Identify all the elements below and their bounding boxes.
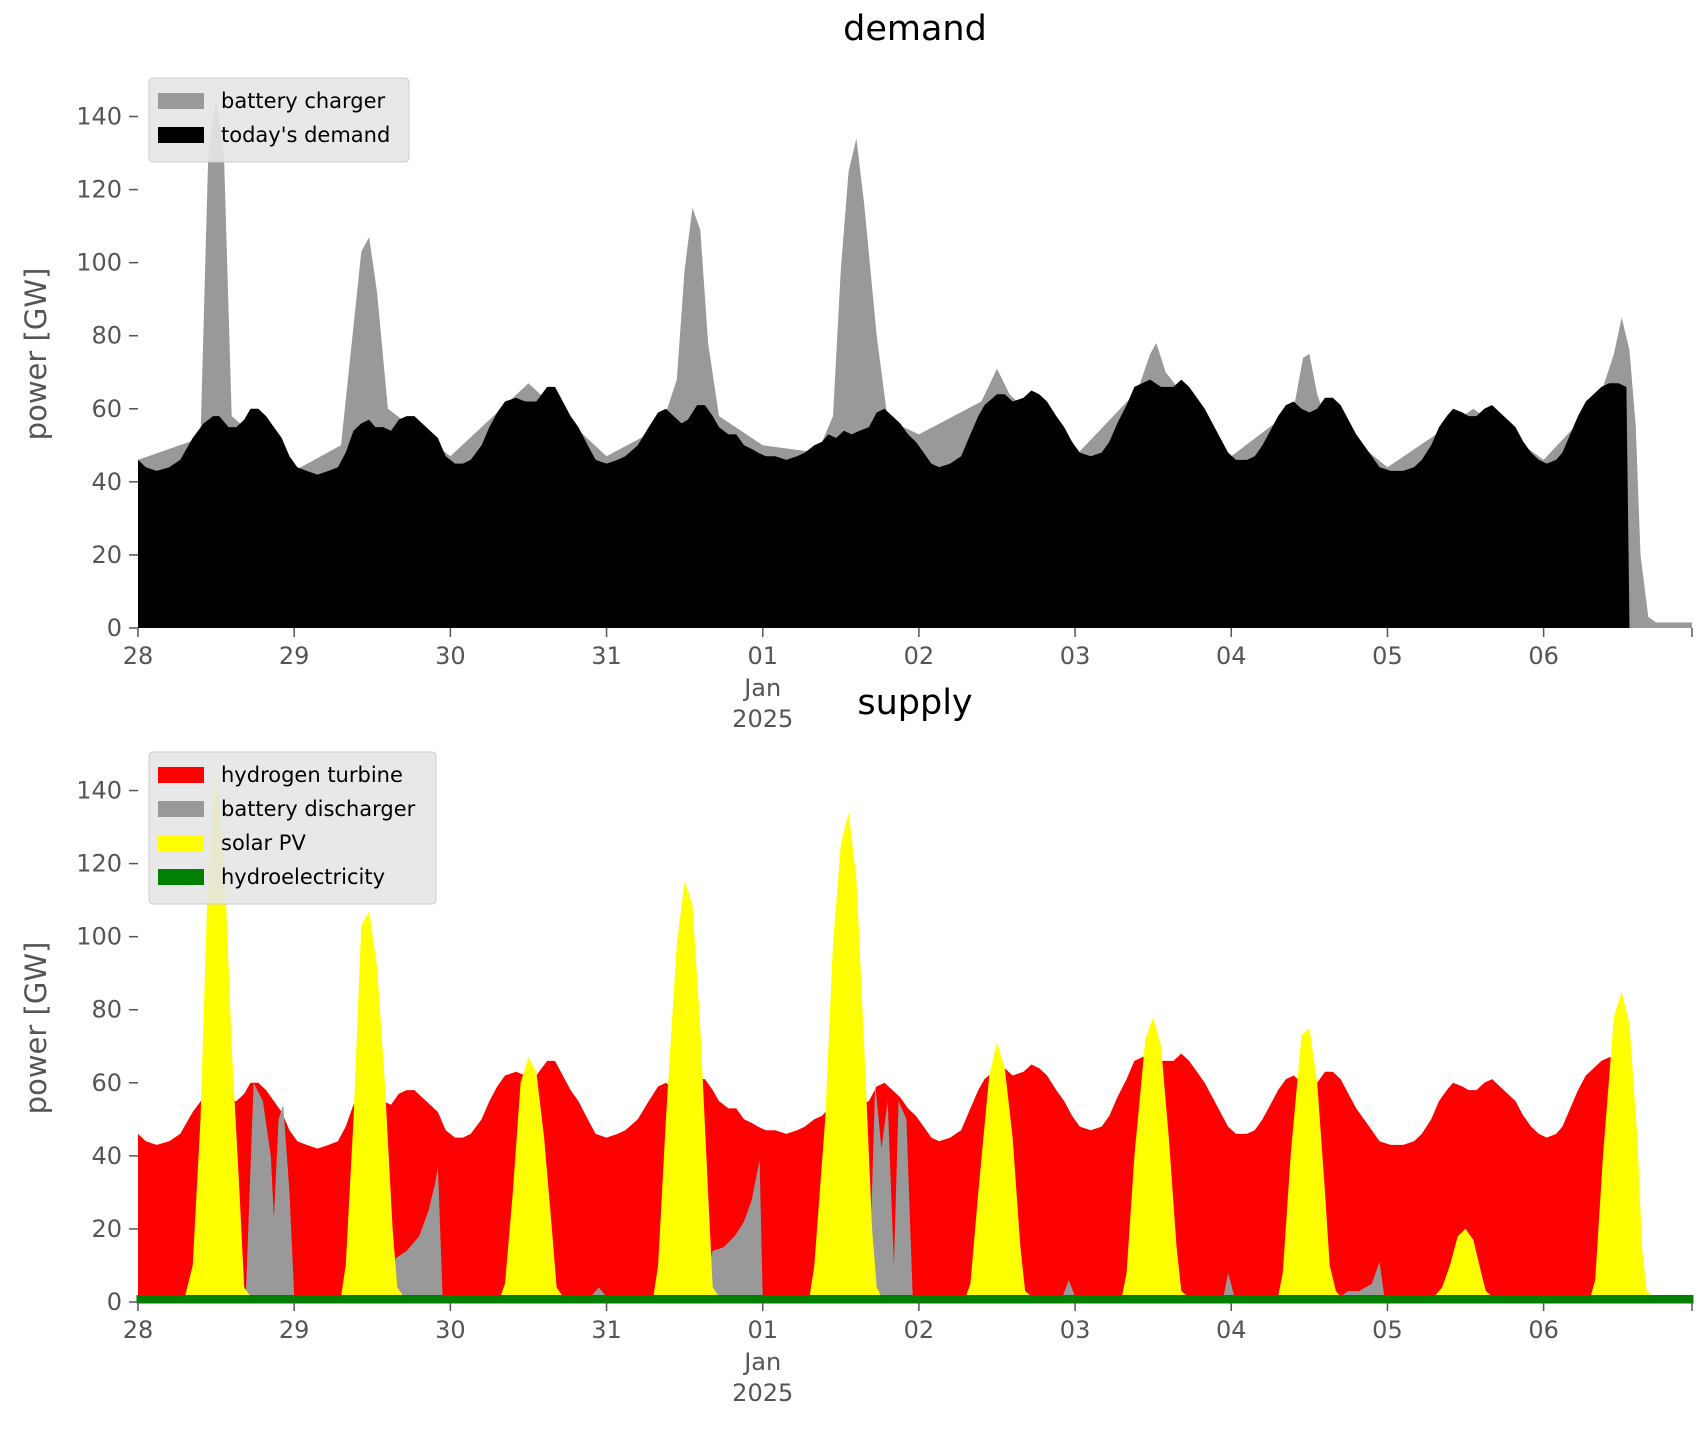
y-tick-label: 40 xyxy=(91,1142,122,1170)
legend-swatch-battery-charger xyxy=(158,93,204,109)
legend-swatch-hydrogen-turbine xyxy=(158,767,204,783)
x-month-label: Jan xyxy=(742,674,781,702)
y-tick-label: 0 xyxy=(107,614,122,642)
x-tick-label: 28 xyxy=(123,642,154,670)
x-tick-label: 01 xyxy=(747,642,778,670)
y-tick-label: 140 xyxy=(76,777,122,805)
y-tick-label: 80 xyxy=(91,322,122,350)
demand-title: demand xyxy=(843,9,987,49)
x-tick-label: 03 xyxy=(1060,1316,1091,1344)
x-tick-label: 05 xyxy=(1372,642,1403,670)
x-tick-label: 28 xyxy=(123,1316,154,1344)
series-solar-pv-area xyxy=(138,772,1692,1302)
legend-label-battery-charger: battery charger xyxy=(221,89,386,113)
legend-swatch-solar-pv xyxy=(158,835,204,851)
legend-swatch-hydroelectricity xyxy=(158,869,204,885)
x-tick-label: 30 xyxy=(435,642,466,670)
y-tick-label: 0 xyxy=(107,1288,122,1316)
legend-swatch-today-s-demand xyxy=(158,127,204,143)
y-tick-label: 40 xyxy=(91,468,122,496)
legend-box xyxy=(148,751,437,905)
x-tick-label: 02 xyxy=(904,1316,935,1344)
demand-y-axis-label: power [GW] xyxy=(19,268,53,441)
legend-label-today-s-demand: today's demand xyxy=(221,123,390,147)
x-tick-label: 03 xyxy=(1060,642,1091,670)
y-tick-label: 120 xyxy=(76,850,122,878)
x-tick-label: 29 xyxy=(279,642,310,670)
y-tick-label: 140 xyxy=(76,103,122,131)
x-year-label: 2025 xyxy=(732,1379,793,1407)
legend-box xyxy=(148,77,410,163)
x-tick-label: 06 xyxy=(1528,642,1559,670)
y-tick-label: 20 xyxy=(91,1215,122,1243)
x-tick-label: 01 xyxy=(747,1316,778,1344)
y-tick-label: 100 xyxy=(76,249,122,277)
y-tick-label: 60 xyxy=(91,395,122,423)
series-battery-discharger-area xyxy=(138,1082,1692,1302)
x-year-label: 2025 xyxy=(732,705,793,733)
y-tick-label: 60 xyxy=(91,1069,122,1097)
y-tick-label: 80 xyxy=(91,996,122,1024)
x-month-label: Jan xyxy=(742,1348,781,1376)
x-tick-label: 02 xyxy=(904,642,935,670)
x-tick-label: 05 xyxy=(1372,1316,1403,1344)
legend-label-hydrogen-turbine: hydrogen turbine xyxy=(221,763,403,787)
x-tick-label: 06 xyxy=(1528,1316,1559,1344)
legend-swatch-battery-discharger xyxy=(158,801,204,817)
demand-legend: battery charger today's demand xyxy=(148,77,410,163)
x-tick-label: 04 xyxy=(1216,1316,1247,1344)
y-tick-label: 20 xyxy=(91,541,122,569)
legend-label-hydroelectricity: hydroelectricity xyxy=(221,865,385,889)
x-tick-label: 30 xyxy=(435,1316,466,1344)
x-tick-label: 31 xyxy=(591,1316,622,1344)
series-hydroelectricity-area xyxy=(136,1295,1694,1304)
y-tick-label: 100 xyxy=(76,923,122,951)
legend-label-solar-pv: solar PV xyxy=(221,831,306,855)
legend-label-battery-discharger: battery discharger xyxy=(221,797,416,821)
supply-title: supply xyxy=(857,683,972,723)
x-tick-label: 29 xyxy=(279,1316,310,1344)
x-tick-label: 31 xyxy=(591,642,622,670)
y-tick-label: 120 xyxy=(76,176,122,204)
supply-legend: hydrogen turbine battery discharger solar … xyxy=(148,751,437,905)
supply-y-axis-label: power [GW] xyxy=(19,942,53,1115)
x-tick-label: 04 xyxy=(1216,642,1247,670)
series-today-s-demand-area xyxy=(138,379,1692,628)
